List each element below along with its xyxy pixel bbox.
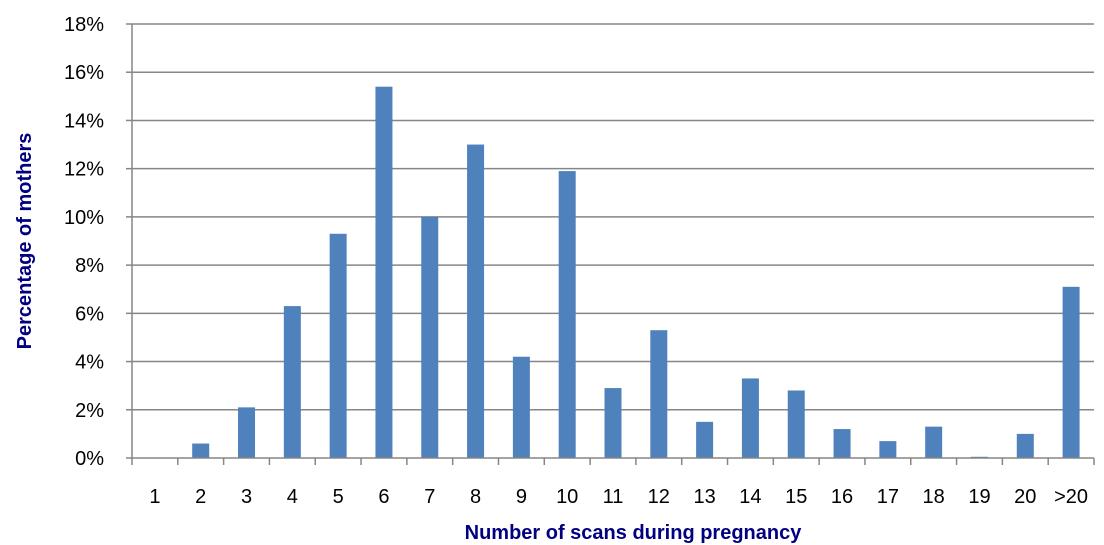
bar (1062, 286, 1080, 458)
x-axis-title: Number of scans during pregnancy (465, 522, 803, 544)
y-tick-label: 0% (75, 448, 104, 470)
bar (467, 144, 485, 459)
bar (558, 171, 576, 459)
bar (421, 216, 439, 458)
bar (238, 407, 256, 458)
bar (512, 356, 530, 458)
x-tick-label: 1 (149, 486, 160, 508)
y-tick-label: 12% (64, 159, 104, 181)
y-axis-title: Percentage of mothers (14, 133, 36, 350)
bar (787, 390, 805, 458)
x-tick-label: 18 (923, 486, 945, 508)
x-tick-label: 17 (877, 486, 899, 508)
x-tick-label: 12 (648, 486, 670, 508)
bar (696, 421, 714, 458)
x-tick-label: >20 (1054, 486, 1088, 508)
bar (1016, 433, 1034, 458)
gridlines (132, 23, 1094, 411)
y-tick-label: 8% (75, 255, 104, 277)
x-tick-label: 13 (693, 486, 715, 508)
y-axis-ticks: 0% 2% 4% 6% 8% 10% 12% 14% 16% 18% (64, 14, 132, 470)
x-tick-label: 4 (287, 486, 298, 508)
x-tick-label: 14 (739, 486, 761, 508)
bar (879, 441, 897, 458)
bar (741, 378, 759, 458)
x-tick-label: 11 (603, 486, 624, 508)
x-tick-label: 15 (785, 486, 807, 508)
x-tick-label: 9 (516, 486, 527, 508)
x-tick-label: 2 (195, 486, 206, 508)
bar (329, 233, 347, 458)
bars (192, 86, 1080, 459)
x-tick-label: 20 (1014, 486, 1036, 508)
bar (650, 330, 668, 458)
x-tick-label: 7 (424, 486, 435, 508)
y-tick-label: 10% (64, 207, 104, 229)
x-tick-label: 16 (831, 486, 853, 508)
x-tick-label: 8 (470, 486, 481, 508)
y-tick-label: 2% (75, 400, 104, 422)
y-tick-label: 14% (64, 110, 104, 132)
y-tick-label: 4% (75, 352, 104, 374)
y-tick-label: 18% (64, 14, 104, 36)
bar (192, 443, 210, 458)
bar (925, 426, 943, 458)
x-tick-label: 10 (556, 486, 578, 508)
x-axis-ticks: 1 2 3 4 5 6 7 8 9 10 11 12 13 14 15 16 17 18 19 20 >20 (131, 458, 1095, 508)
bar (833, 429, 851, 458)
x-tick-label: 3 (241, 486, 252, 508)
bar (375, 86, 393, 458)
x-tick-label: 5 (333, 486, 344, 508)
x-tick-label: 19 (968, 486, 990, 508)
y-tick-label: 16% (64, 62, 104, 84)
bar (604, 388, 622, 458)
x-tick-label: 6 (378, 486, 389, 508)
bar (283, 306, 301, 458)
y-tick-label: 6% (75, 303, 104, 325)
